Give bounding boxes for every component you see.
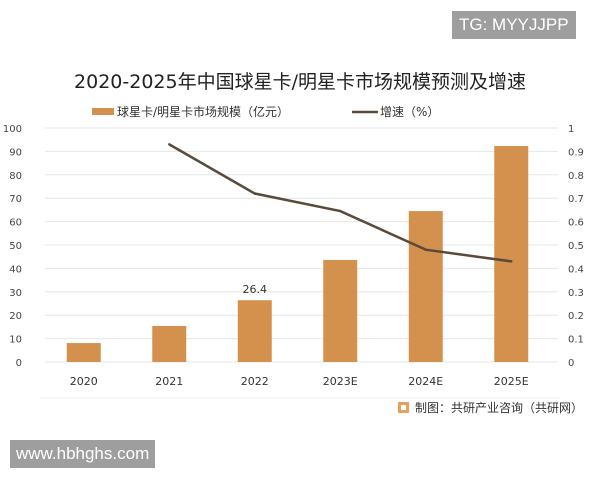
y-left-tick-label: 60: [9, 218, 22, 229]
y-left-tick-label: 10: [9, 335, 22, 346]
y-right-tick-label: 0.3: [568, 288, 584, 299]
x-tick-label: 2023E: [323, 375, 358, 388]
y-right-tick-label: 0.6: [568, 218, 584, 229]
y-right-tick-label: 0.4: [568, 264, 584, 275]
bar-2021: [152, 325, 187, 362]
source-text: 制图：共研产业咨询（共研网）: [415, 400, 583, 415]
growth-point-2021: [168, 143, 171, 146]
bar-2023E: [323, 259, 358, 362]
y-left-tick-label: 70: [9, 194, 22, 205]
y-left-tick-label: 100: [3, 124, 22, 135]
y-right-tick-label: 1: [568, 124, 574, 135]
y-left-tick-label: 0: [16, 358, 22, 369]
legend-bar-label: 球星卡/明星卡市场规模（亿元）: [117, 104, 289, 119]
y-right-tick-label: 0.2: [568, 311, 584, 322]
bar-2022: [237, 300, 272, 362]
watermark-top: TG: MYYJJPP: [452, 11, 576, 39]
chart-title: 2020-2025年中国球星卡/明星卡市场规模预测及增速: [74, 71, 526, 93]
y-right-tick-label: 0.7: [568, 194, 584, 205]
x-tick-label: 2022: [241, 375, 269, 388]
y-right-tick-label: 0: [568, 358, 574, 369]
y-left-tick-label: 30: [9, 288, 22, 299]
y-left-tick-label: 90: [9, 147, 22, 158]
bar-2025E: [494, 146, 529, 362]
source-logo-icon: [398, 402, 409, 413]
bar-2024E: [408, 211, 443, 362]
y-right-tick-label: 0.9: [568, 147, 584, 158]
watermark-bottom: www.hbhghs.com: [10, 440, 156, 468]
x-tick-label: 2021: [155, 375, 183, 388]
y-left-tick-label: 80: [9, 171, 22, 182]
x-tick-label: 2024E: [408, 375, 443, 388]
legend-bar-swatch: [92, 108, 114, 115]
data-label: 26.4: [243, 283, 268, 296]
growth-point-2023E: [339, 209, 342, 213]
y-left-tick-label: 20: [9, 311, 22, 322]
y-right-tick-label: 0.5: [568, 241, 584, 252]
growth-point-2025E: [510, 260, 513, 263]
x-tick-label: 2020: [70, 375, 98, 388]
x-tick-label: 2025E: [494, 375, 529, 388]
y-right-tick-label: 0.8: [568, 171, 584, 182]
growth-line: [168, 143, 512, 263]
y-left-tick-label: 50: [9, 241, 22, 252]
legend-line-label: 增速（%）: [380, 105, 439, 119]
y-right-tick-label: 0.1: [568, 335, 584, 346]
growth-point-2022: [253, 192, 256, 195]
y-left-tick-label: 40: [9, 264, 22, 275]
legend: 球星卡/明星卡市场规模（亿元） 增速（%）: [92, 104, 439, 119]
bar-2020: [66, 343, 101, 362]
growth-point-2024E: [424, 248, 427, 251]
